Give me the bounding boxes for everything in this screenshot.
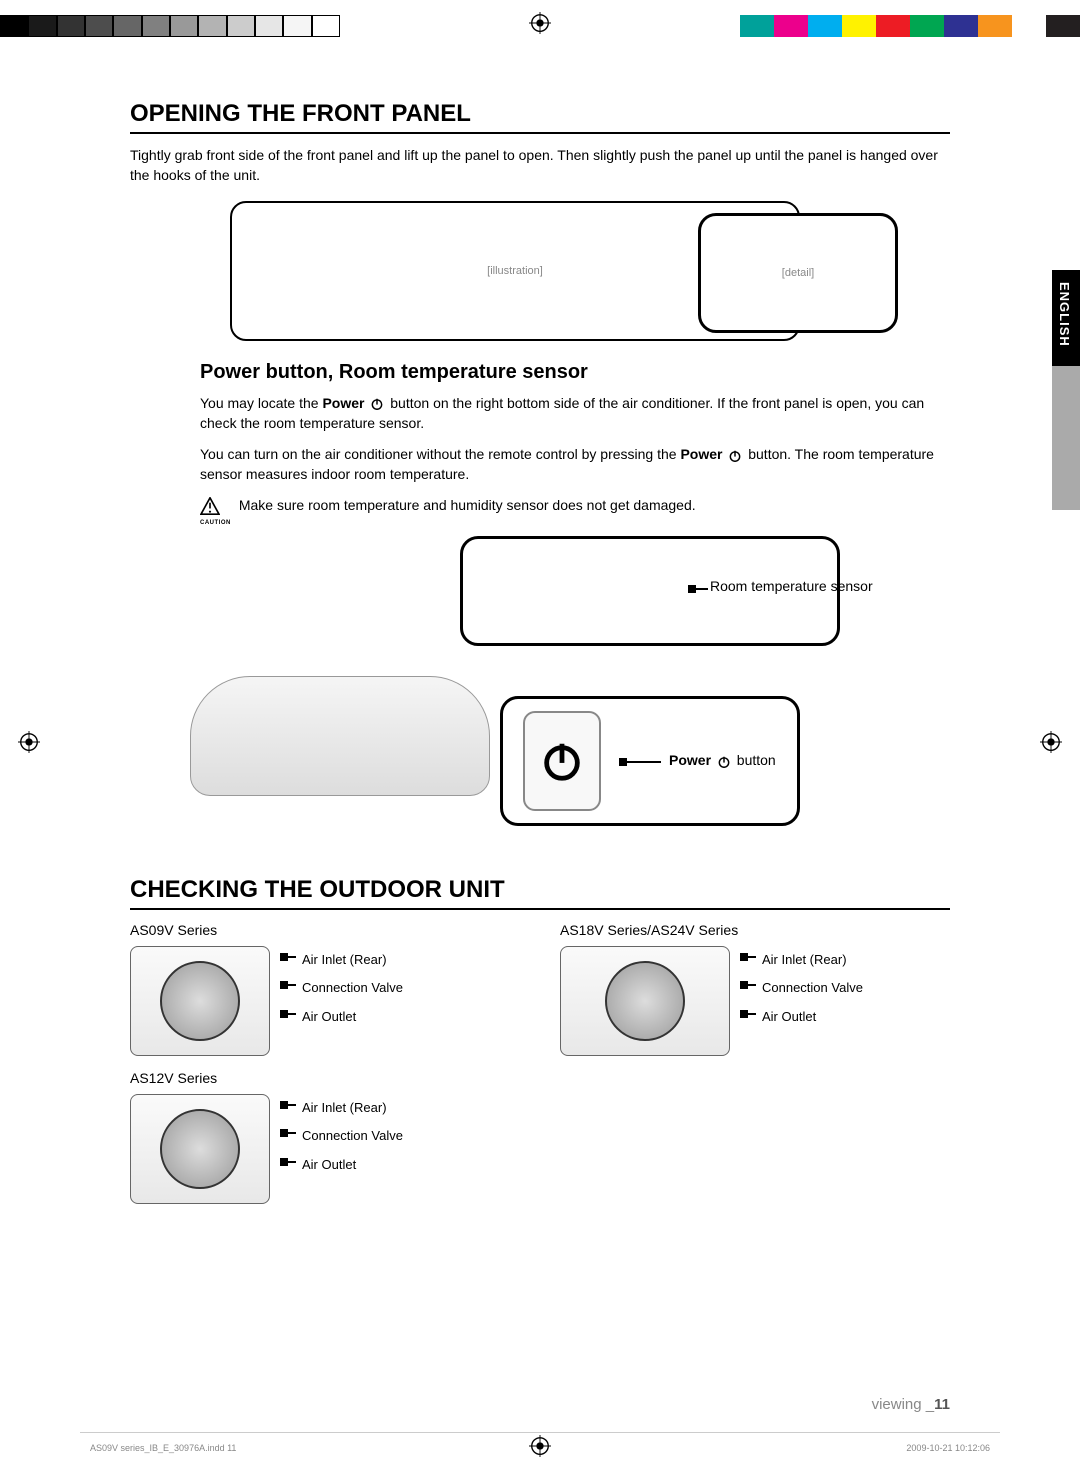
label-connection-valve: Connection Valve [282,1122,403,1151]
section-heading-outdoor: CHECKING THE OUTDOOR UNIT [130,876,950,910]
unit-labels: Air Inlet (Rear) Connection Valve Air Ou… [742,946,863,1032]
figure-sensor-area: Room temperature sensor Power button [190,536,950,836]
section-heading-opening: OPENING THE FRONT PANEL [130,100,950,134]
unit-labels: Air Inlet (Rear) Connection Valve Air Ou… [282,946,403,1032]
series-label: AS09V Series [130,922,520,938]
text-bold: Power [322,395,364,411]
power-icon [539,738,585,784]
page-content: OPENING THE FRONT PANEL Tightly grab fro… [130,100,950,1218]
outdoor-unit-figure [130,946,270,1056]
series-label: AS12V Series [130,1070,520,1086]
subheading-power: Power button, Room temperature sensor [200,361,950,384]
text-bold: Power [680,446,722,462]
indd-filename: AS09V series_IB_E_30976A.indd 11 [90,1443,236,1453]
color-swatches [740,15,1080,37]
unit-row: Air Inlet (Rear) Connection Valve Air Ou… [130,1094,520,1204]
grey-swatches [0,15,340,37]
caution-label: CAUTION [200,520,231,526]
text: You may locate the [200,395,322,411]
label-air-inlet: Air Inlet (Rear) [282,946,403,975]
power-p1: You may locate the Power button on the r… [200,394,950,433]
language-tab-label: ENGLISH [1057,282,1072,347]
footer-rule [80,1432,1000,1433]
timestamp: 2009-10-21 10:12:06 [906,1443,990,1453]
label-air-outlet: Air Outlet [742,1003,863,1032]
unit-labels: Air Inlet (Rear) Connection Valve Air Ou… [282,1094,403,1180]
power-icon [370,397,384,411]
figure-open-detail: [detail] [698,213,898,333]
registration-mark-icon [529,12,551,34]
unit-row: Air Inlet (Rear) Connection Valve Air Ou… [130,946,520,1056]
caution-note: CAUTION Make sure room temperature and h… [200,497,950,526]
caution-icon-block: CAUTION [200,497,231,526]
registration-mark-icon [1040,731,1062,753]
outdoor-unit-figure [560,946,730,1056]
sensor-label: Room temperature sensor [710,578,873,594]
footer-text: viewing _ [872,1396,935,1413]
fan-icon [160,1109,240,1189]
label-air-outlet: Air Outlet [282,1151,403,1180]
registration-mark-icon [18,731,40,753]
text: You can turn on the air conditioner with… [200,446,680,462]
outdoor-unit-figure [130,1094,270,1204]
unit-column-left: AS09V Series Air Inlet (Rear) Connection… [130,922,520,1218]
unit-row: Air Inlet (Rear) Connection Valve Air Ou… [560,946,950,1056]
callout-line [690,588,708,590]
callout-line [621,761,661,763]
power-icon [728,449,742,463]
label-air-inlet: Air Inlet (Rear) [282,1094,403,1123]
text-bold: Power [669,752,711,768]
caution-text: Make sure room temperature and humidity … [239,497,696,513]
page-footer: viewing _11 [872,1396,950,1413]
figure-open-panel: [illustration] [detail] [230,201,800,341]
series-label: AS18V Series/AS24V Series [560,922,950,938]
unit-column-right: AS18V Series/AS24V Series Air Inlet (Rea… [560,922,950,1218]
fan-icon [160,961,240,1041]
fan-icon [605,961,685,1041]
figure-ac-unit [190,676,490,796]
label-air-outlet: Air Outlet [282,1003,403,1032]
label-air-inlet: Air Inlet (Rear) [742,946,863,975]
opening-body: Tightly grab front side of the front pan… [130,146,950,185]
text: button [733,752,776,768]
caution-icon [200,497,220,515]
label-connection-valve: Connection Valve [282,974,403,1003]
power-icon [717,755,731,769]
registration-mark-icon [529,1435,551,1457]
page-number: 11 [934,1396,950,1413]
label-connection-valve: Connection Valve [742,974,863,1003]
power-button-label: Power button [621,752,776,768]
section-outdoor: CHECKING THE OUTDOOR UNIT AS09V Series A… [130,876,950,1218]
power-button-graphic [523,711,601,811]
figure-power-callout: Power button [500,696,800,826]
units-grid: AS09V Series Air Inlet (Rear) Connection… [130,922,950,1218]
power-p2: You can turn on the air conditioner with… [200,445,950,484]
